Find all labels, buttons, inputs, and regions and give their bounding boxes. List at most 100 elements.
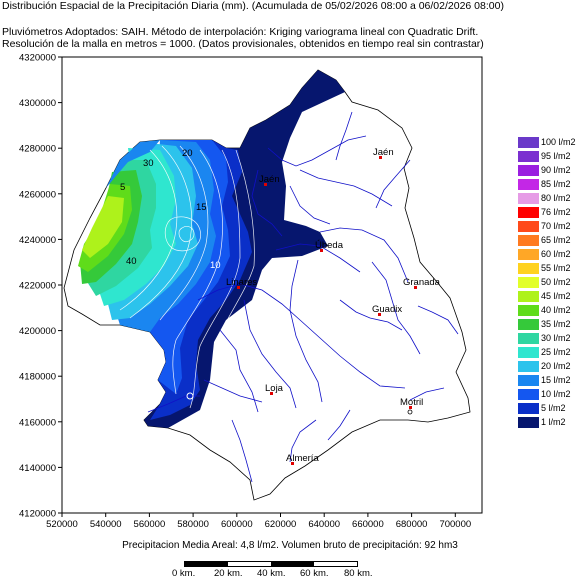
town-label: Jaén — [259, 174, 280, 185]
legend-swatch — [518, 263, 539, 274]
scale-label: 40 km. — [257, 568, 286, 579]
legend-item: 10 l/m2 — [518, 389, 578, 400]
legend-swatch — [518, 389, 539, 400]
legend-label: 1 l/m2 — [541, 417, 566, 427]
x-tick-label: 560000 — [134, 519, 166, 530]
contour-label-40: 40 — [126, 256, 137, 267]
legend-item: 76 l/m2 — [518, 207, 578, 218]
legend-item: 50 l/m2 — [518, 277, 578, 288]
legend-item: 30 l/m2 — [518, 333, 578, 344]
contour-label-5: 5 — [120, 182, 125, 193]
x-tick-label: 600000 — [221, 519, 253, 530]
legend-item: 40 l/m2 — [518, 305, 578, 316]
band-45 — [82, 196, 124, 258]
town-marker — [414, 286, 417, 289]
town-marker — [270, 392, 273, 395]
legend-item: 1 l/m2 — [518, 417, 578, 428]
legend-label: 60 l/m2 — [541, 249, 571, 259]
town-label: Linares — [226, 277, 257, 288]
legend-item: 55 l/m2 — [518, 263, 578, 274]
y-tick-label: 4160000 — [19, 417, 56, 428]
legend-item: 25 l/m2 — [518, 347, 578, 358]
legend-label: 90 l/m2 — [541, 165, 571, 175]
y-tick-label: 4220000 — [19, 281, 56, 292]
legend-label: 50 l/m2 — [541, 277, 571, 287]
town-label: Jaén — [373, 147, 394, 158]
town-label: Úbeda — [315, 240, 344, 251]
legend-item: 80 l/m2 — [518, 193, 578, 204]
station-marker — [186, 392, 194, 400]
x-tick-label: 700000 — [439, 519, 471, 530]
legend-label: 85 l/m2 — [541, 179, 571, 189]
scale-label: 60 km. — [300, 568, 329, 579]
legend-swatch — [518, 347, 539, 358]
legend-item: 60 l/m2 — [518, 249, 578, 260]
river-network — [147, 111, 459, 483]
legend-swatch — [518, 305, 539, 316]
town-marker — [291, 462, 294, 465]
town-label: Guadix — [372, 304, 402, 315]
legend-label: 5 l/m2 — [541, 403, 566, 413]
legend-item: 95 l/m2 — [518, 151, 578, 162]
legend-label: 65 l/m2 — [541, 235, 571, 245]
legend-swatch — [518, 375, 539, 386]
legend-swatch — [518, 179, 539, 190]
town-marker — [320, 249, 323, 252]
town-marker — [237, 286, 240, 289]
contour-label-20: 20 — [182, 148, 193, 159]
town-marker — [409, 406, 412, 409]
town-label: Motril — [400, 397, 423, 408]
legend-item: 100 l/m2 — [518, 137, 578, 148]
legend-swatch — [518, 417, 539, 428]
x-axis: 520000 540000 560000 580000 600000 620000 6400… — [46, 513, 471, 530]
y-tick-label: 4320000 — [19, 53, 56, 64]
town-label: Granada — [403, 277, 441, 288]
band-rim — [106, 140, 160, 188]
town-label: Almería — [286, 453, 319, 464]
x-tick-label: 580000 — [177, 519, 209, 530]
x-tick-label: 660000 — [352, 519, 384, 530]
scale-label: 0 km. — [172, 568, 196, 579]
y-axis: 4320000 4300000 4280000 4260000 4240000 42200… — [19, 53, 62, 520]
y-tick-label: 4200000 — [19, 326, 56, 337]
legend-label: 20 l/m2 — [541, 361, 571, 371]
legend-swatch — [518, 403, 539, 414]
legend-item: 85 l/m2 — [518, 179, 578, 190]
x-tick-label: 680000 — [396, 519, 428, 530]
legend-label: 10 l/m2 — [541, 389, 571, 399]
legend-item: 15 l/m2 — [518, 375, 578, 386]
legend-label: 76 l/m2 — [541, 207, 571, 217]
scale-label: 20 km. — [214, 568, 243, 579]
map-method: Pluviómetros Adoptados: SAIH. Método de … — [2, 26, 479, 38]
y-tick-label: 4260000 — [19, 189, 56, 200]
town-marker — [379, 156, 382, 159]
legend-item: 90 l/m2 — [518, 165, 578, 176]
legend-swatch — [518, 333, 539, 344]
y-tick-label: 4240000 — [19, 235, 56, 246]
y-tick-label: 4180000 — [19, 372, 56, 383]
station-marker — [407, 409, 413, 415]
contour-label-15: 15 — [196, 202, 207, 213]
y-tick-label: 4140000 — [19, 463, 56, 474]
legend-label: 80 l/m2 — [541, 193, 571, 203]
legend-label: 15 l/m2 — [541, 375, 571, 385]
scale-bar — [184, 561, 358, 567]
town-label: Loja — [265, 383, 284, 394]
legend-label: 100 l/m2 — [541, 137, 576, 147]
town-markers: Jaén Jaén Úbeda Linares Granada Guadix L… — [226, 147, 441, 465]
map-title: Distribución Espacial de la Precipitació… — [2, 0, 504, 12]
legend-label: 55 l/m2 — [541, 263, 571, 273]
contour-label-10: 10 — [210, 260, 221, 271]
town-marker — [264, 183, 267, 186]
legend-item: 45 l/m2 — [518, 291, 578, 302]
legend-swatch — [518, 361, 539, 372]
legend-swatch — [518, 221, 539, 232]
legend-swatch — [518, 137, 539, 148]
legend-swatch — [518, 319, 539, 330]
map-content: 30 20 15 10 5 40 Jaén Jaén Úbeda Linares… — [63, 69, 471, 501]
x-tick-label: 620000 — [265, 519, 297, 530]
scale-label: 80 km. — [344, 568, 373, 579]
legend-swatch — [518, 291, 539, 302]
x-tick-label: 540000 — [90, 519, 122, 530]
map-resolution: Resolución de la malla en metros = 1000.… — [2, 38, 484, 50]
